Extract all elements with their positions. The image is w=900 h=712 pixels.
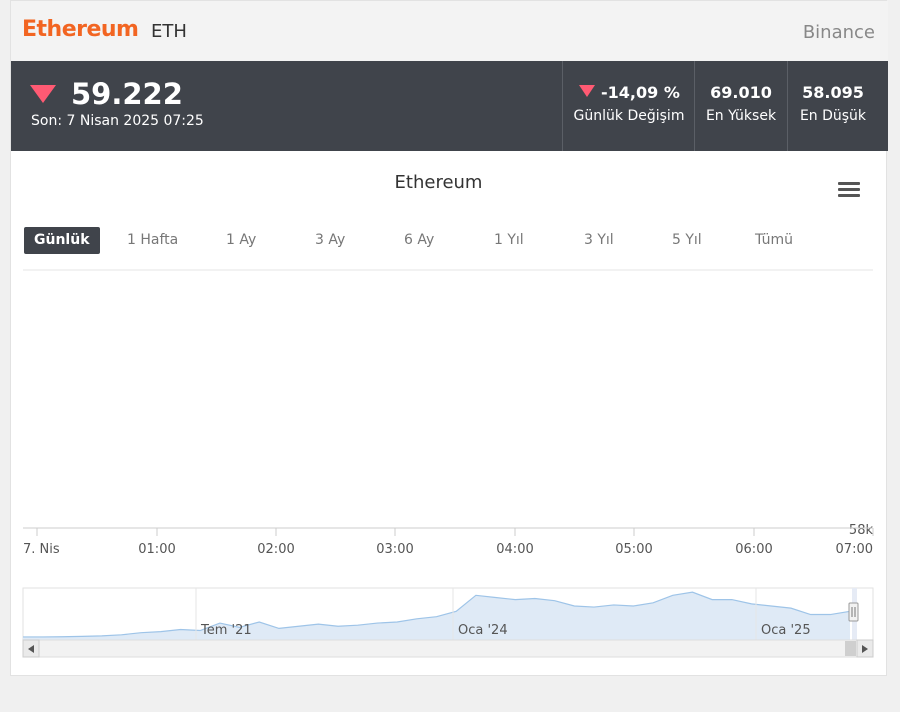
range-button[interactable]: 5 Yıl — [672, 232, 702, 248]
range-button[interactable]: 1 Hafta — [127, 232, 179, 248]
navigator-label: Tem '21 — [200, 623, 252, 638]
x-tick-label: 01:00 — [138, 542, 175, 557]
x-tick-label: 05:00 — [615, 542, 652, 557]
day-low-label: En Düşük — [799, 108, 867, 124]
coin-symbol: ETH — [151, 21, 187, 42]
change-down-icon — [579, 85, 595, 97]
day-high-label: En Yüksek — [705, 108, 777, 124]
navigator-label: Oca '25 — [761, 623, 811, 638]
scrollbar-thumb[interactable] — [845, 641, 856, 656]
daily-change-label: Günlük Değişim — [573, 108, 685, 124]
daily-change: -14,09 % — [601, 83, 680, 102]
navigator-line — [23, 591, 851, 638]
day-low: 58.095 — [802, 83, 864, 102]
x-tick-label: 04:00 — [496, 542, 533, 557]
x-tick-label: 02:00 — [257, 542, 294, 557]
range-button[interactable]: 1 Yıl — [494, 232, 524, 248]
scrollbar-track[interactable] — [22, 639, 874, 658]
x-tick-label: 03:00 — [376, 542, 413, 557]
hamburger-menu-icon[interactable] — [838, 182, 860, 198]
range-button[interactable]: 3 Ay — [315, 232, 346, 248]
y-tick-label: 58k — [849, 523, 874, 538]
navigator-label: Oca '24 — [458, 623, 508, 638]
scroll-left-arrow-icon[interactable] — [28, 645, 34, 653]
navigator-handle[interactable] — [848, 602, 859, 622]
divider — [694, 61, 695, 151]
last-update: Son: 7 Nisan 2025 07:25 — [31, 113, 204, 129]
widget-header: Ethereum ETH Binance — [11, 1, 888, 61]
range-button[interactable]: Günlük — [24, 227, 100, 254]
eth-widget: Ethereum ETH Binance 59.222 Son: 7 Nisan… — [10, 0, 888, 676]
divider — [562, 61, 563, 151]
x-tick-label: 06:00 — [735, 542, 772, 557]
x-tick-label: 07:00 — [836, 542, 873, 557]
range-button[interactable]: 1 Ay — [226, 232, 257, 248]
range-button[interactable]: Tümü — [755, 232, 794, 248]
scroll-right-arrow-icon[interactable] — [862, 645, 868, 653]
range-button[interactable]: 6 Ay — [404, 232, 435, 248]
coin-title[interactable]: Ethereum — [22, 17, 139, 42]
range-button[interactable]: 3 Yıl — [584, 232, 614, 248]
down-arrow-icon — [30, 85, 56, 103]
x-tick-label: 7. Nis — [23, 542, 60, 557]
navigator-area — [23, 592, 850, 640]
quote-bar: 59.222 Son: 7 Nisan 2025 07:25 -14,09 % … — [11, 61, 888, 151]
day-high: 69.010 — [710, 83, 772, 102]
chart-title: Ethereum — [394, 172, 483, 193]
divider — [787, 61, 788, 151]
current-price: 59.222 — [71, 77, 183, 111]
exchange-name: Binance — [802, 22, 875, 43]
